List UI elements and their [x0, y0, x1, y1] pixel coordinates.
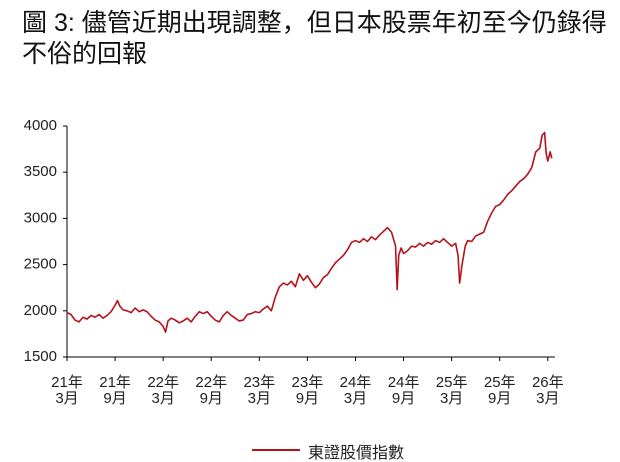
y-tick-label: 2000 [24, 302, 57, 319]
x-tick-label: 21年 3月 [51, 374, 83, 407]
y-tick-label: 1500 [24, 348, 57, 365]
y-tick-label: 3000 [24, 209, 57, 226]
legend-label: 東證股價指數 [308, 445, 405, 462]
y-tick-label: 3500 [24, 163, 57, 180]
x-tick-label: 25年 9月 [483, 374, 516, 407]
x-tick-label: 21年 9月 [99, 374, 131, 407]
x-tick-label: 25年 3月 [435, 374, 468, 407]
x-tick-label: 22年 3月 [147, 374, 179, 407]
y-tick-label: 2500 [24, 256, 57, 273]
y-tick-label: 4000 [24, 117, 57, 134]
x-tick-label: 24年 3月 [339, 374, 372, 407]
line-series [66, 131, 553, 333]
x-tick-label: 23年 9月 [291, 374, 324, 407]
x-tick-label: 24年 9月 [387, 374, 420, 407]
x-tick-label: 23年 3月 [243, 374, 276, 407]
x-tick-label: 22年 9月 [195, 374, 228, 407]
x-tick-label: 26年 3月 [531, 374, 564, 407]
chart-title: 圖 3: 儘管近期出現調整，但日本股票年初至今仍錄得不俗的回報 [22, 9, 607, 68]
